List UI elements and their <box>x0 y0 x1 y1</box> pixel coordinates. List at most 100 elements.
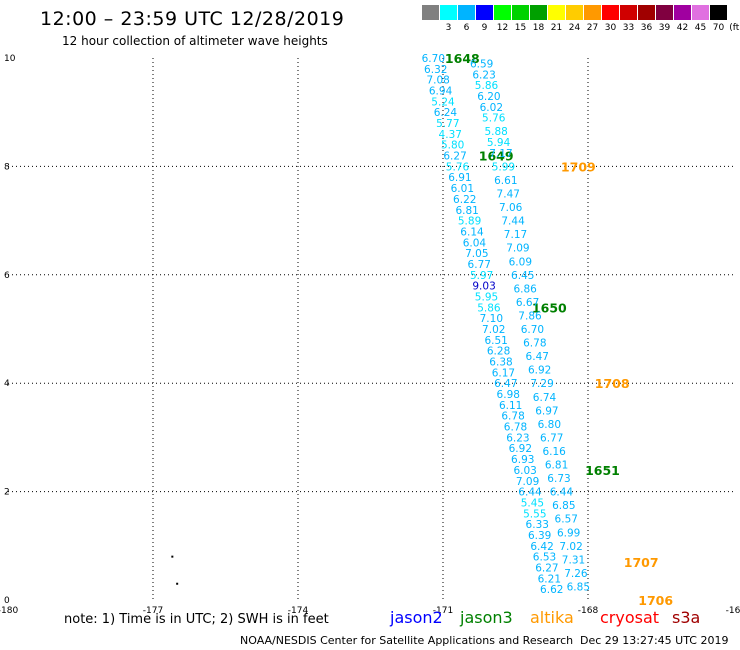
scale-swatch <box>638 5 655 20</box>
scale-label: 12 <box>496 23 509 33</box>
scale-swatch <box>692 5 709 20</box>
x-tick-label: -171 <box>433 606 453 616</box>
wave-height-value: 7.86 <box>518 310 542 322</box>
wave-height-value: 5.24 <box>431 96 455 108</box>
wave-height-value: 5.89 <box>458 216 481 228</box>
wave-height-value: 6.51 <box>484 335 507 347</box>
wave-height-value: 5.77 <box>436 118 459 130</box>
wave-height-value: 6.23 <box>472 69 495 81</box>
pass-time-label: 1709 <box>561 159 596 174</box>
scale-label: 39 <box>658 23 671 33</box>
wave-height-value: 6.03 <box>513 465 536 477</box>
wave-height-value: 7.05 <box>465 248 488 260</box>
scale-swatch <box>512 5 529 20</box>
wave-height-value: 6.74 <box>533 392 557 404</box>
wave-height-value: 6.20 <box>477 91 500 103</box>
wave-height-value: 6.44 <box>550 487 574 499</box>
wave-height-value: 6.78 <box>501 411 524 423</box>
wave-height-value: 6.78 <box>504 422 527 434</box>
wave-height-value: 6.98 <box>497 389 520 401</box>
wave-height-value: 6.47 <box>494 378 517 390</box>
scale-swatch <box>602 5 619 20</box>
scale-label: 24 <box>568 23 581 33</box>
scale-label: 6 <box>463 23 470 33</box>
scale-label: 33 <box>622 23 635 33</box>
scale-label: 42 <box>676 23 689 33</box>
wave-height-value: 7.17 <box>504 229 527 241</box>
wave-height-value: 6.11 <box>499 400 522 412</box>
legend-item-cryosat: cryosat <box>600 608 660 627</box>
wave-height-value: 6.85 <box>567 581 590 593</box>
pass-time-label: 1706 <box>638 593 673 608</box>
pass-time-label: 1649 <box>479 149 514 164</box>
y-tick-label: 0 <box>4 596 10 606</box>
scale-swatch <box>440 5 457 20</box>
wave-height-value: 6.28 <box>487 346 510 358</box>
wave-height-value: 6.91 <box>448 172 471 184</box>
scale-label: 27 <box>586 23 599 33</box>
wave-height-value: 5.76 <box>482 113 506 125</box>
wave-height-value: 6.94 <box>429 86 453 98</box>
scale-label: 9 <box>481 23 488 33</box>
land-point <box>171 555 174 558</box>
wave-height-value: 6.70 <box>422 53 445 65</box>
wave-height-value: 6.59 <box>470 58 493 70</box>
wave-height-value: 5.55 <box>523 508 546 520</box>
x-tick-label: -16 <box>726 606 740 616</box>
wave-height-value: 6.22 <box>453 194 476 206</box>
wave-height-value: 7.47 <box>497 189 520 201</box>
wave-height-value: 5.99 <box>492 161 515 173</box>
wave-height-value: 6.80 <box>538 419 561 431</box>
wave-height-value: 6.14 <box>460 226 484 238</box>
wave-height-value: 6.47 <box>526 351 549 363</box>
y-tick-label: 10 <box>4 54 16 64</box>
wave-height-value: 7.29 <box>530 378 553 390</box>
wave-height-value: 6.62 <box>540 584 563 596</box>
wave-height-value: 6.92 <box>528 365 551 377</box>
scale-label: 45 <box>694 23 707 33</box>
scale-swatch <box>566 5 583 20</box>
y-tick-label: 6 <box>4 271 10 281</box>
scale-label: 18 <box>532 23 545 33</box>
wave-height-value: 4.37 <box>439 129 462 141</box>
pass-time-label: 1707 <box>624 555 659 570</box>
wave-height-value: 6.61 <box>494 175 517 187</box>
wave-height-value: 7.17 <box>489 148 512 160</box>
wave-height-value: 6.27 <box>443 151 466 163</box>
wave-height-value: 6.42 <box>530 541 553 553</box>
wave-height-value: 6.24 <box>434 107 458 119</box>
land-point <box>176 582 179 585</box>
wave-height-value: 6.32 <box>424 64 447 76</box>
wave-height-value: 6.53 <box>533 552 556 564</box>
scale-swatch <box>422 5 439 20</box>
wave-height-value: 6.99 <box>557 527 580 539</box>
scale-swatch <box>710 5 727 20</box>
pass-time-label: 1648 <box>445 51 480 66</box>
wave-height-value: 6.04 <box>463 237 487 249</box>
wave-height-value: 5.76 <box>446 161 470 173</box>
wave-height-value: 6.73 <box>547 473 570 485</box>
scale-label: 15 <box>514 23 527 33</box>
scale-swatch <box>674 5 691 20</box>
y-tick-label: 4 <box>4 379 10 389</box>
scale-swatch <box>458 5 475 20</box>
wave-height-value: 6.17 <box>492 367 515 379</box>
map-subtitle: 12 hour collection of altimeter wave hei… <box>62 34 328 48</box>
wave-height-value: 6.09 <box>509 256 532 268</box>
wave-height-value: 6.23 <box>506 432 529 444</box>
wave-height-value: 6.81 <box>455 205 478 217</box>
x-tick-label: -168 <box>578 606 599 616</box>
y-tick-label: 8 <box>4 162 10 172</box>
wave-height-value: 9.03 <box>472 281 495 293</box>
wave-height-value: 6.16 <box>542 446 566 458</box>
scale-swatch <box>620 5 637 20</box>
wave-height-value: 6.33 <box>526 519 549 531</box>
scale-label: 21 <box>550 23 563 33</box>
wave-height-value: 6.02 <box>480 102 503 114</box>
wave-height-value: 5.86 <box>477 302 501 314</box>
wave-height-value: 6.77 <box>468 259 491 271</box>
x-tick-label: -180 <box>0 606 18 616</box>
wave-height-value: 6.86 <box>513 283 537 295</box>
